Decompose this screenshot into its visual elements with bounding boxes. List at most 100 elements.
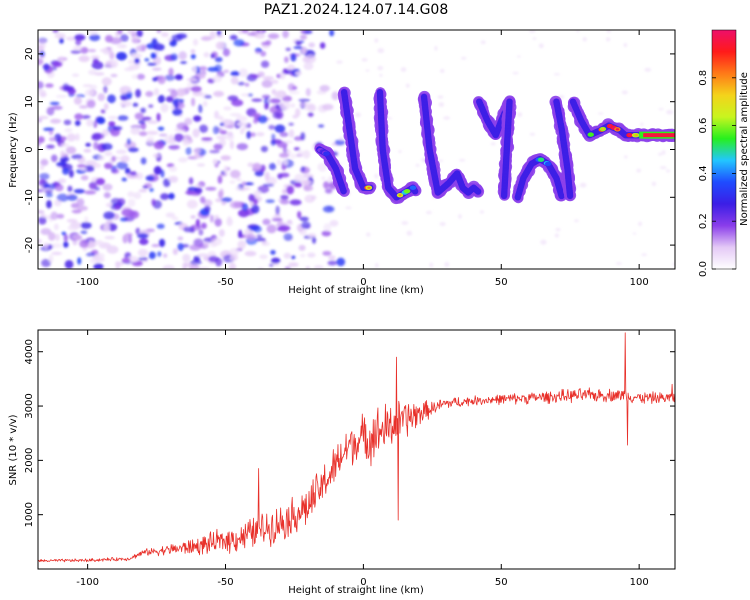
noise-blob xyxy=(280,194,289,201)
noise-blob xyxy=(638,221,642,227)
noise-blob xyxy=(239,128,245,135)
noise-blob xyxy=(60,150,65,159)
noise-blob xyxy=(116,161,128,170)
noise-blob xyxy=(251,98,263,102)
noise-blob xyxy=(156,30,162,34)
noise-blob xyxy=(70,202,80,209)
noise-blob xyxy=(658,152,663,156)
noise-blob xyxy=(198,124,208,133)
noise-blob xyxy=(245,234,257,241)
noise-blob xyxy=(196,253,209,258)
noise-blob xyxy=(51,243,63,249)
noise-blob xyxy=(236,122,248,127)
x-tick-label: -50 xyxy=(217,577,233,588)
noise-blob xyxy=(579,182,587,188)
noise-blob xyxy=(75,38,82,46)
noise-blob xyxy=(86,119,94,127)
noise-blob xyxy=(167,175,174,182)
noise-blob xyxy=(279,199,290,205)
noise-blob xyxy=(221,202,227,206)
noise-blob xyxy=(74,113,84,120)
noise-blob xyxy=(269,163,277,171)
noise-blob xyxy=(175,33,188,39)
noise-blob xyxy=(213,143,223,150)
noise-blob xyxy=(71,154,83,160)
noise-blob xyxy=(247,162,255,167)
noise-blob xyxy=(160,169,165,178)
noise-blob xyxy=(188,177,194,185)
noise-blob xyxy=(458,214,462,219)
noise-blob xyxy=(529,30,536,33)
noise-blob xyxy=(40,158,49,166)
noise-blob xyxy=(281,222,294,226)
noise-blob xyxy=(98,155,105,161)
noise-blob xyxy=(40,259,52,268)
snr-series-line xyxy=(38,332,675,563)
noise-blob xyxy=(339,136,344,141)
noise-blob xyxy=(300,221,311,230)
noise-blob xyxy=(127,191,135,198)
noise-blob xyxy=(236,177,242,182)
noise-blob xyxy=(193,148,202,154)
noise-blob xyxy=(288,129,295,138)
noise-blob xyxy=(196,163,206,167)
noise-blob xyxy=(212,75,222,83)
noise-blob xyxy=(151,198,156,206)
noise-blob xyxy=(228,262,237,269)
snr-x-axis: -100 -50 0 50 100 xyxy=(76,330,649,588)
noise-blob xyxy=(131,35,139,44)
noise-blob xyxy=(84,216,89,224)
noise-blob xyxy=(440,68,445,73)
noise-blob xyxy=(278,224,291,232)
spectrogram-tracks xyxy=(314,86,675,205)
noise-blob xyxy=(241,186,251,191)
noise-blob xyxy=(80,222,92,229)
noise-blob xyxy=(138,256,148,261)
noise-blob xyxy=(140,107,146,114)
noise-blob xyxy=(429,262,434,268)
track-hotspot xyxy=(627,134,632,137)
noise-blob xyxy=(269,98,281,104)
noise-blob xyxy=(87,48,97,53)
noise-blob xyxy=(78,55,90,63)
noise-blob xyxy=(666,169,671,173)
noise-blob xyxy=(138,189,148,193)
noise-blob xyxy=(194,183,204,188)
noise-blob xyxy=(336,257,346,267)
noise-blob xyxy=(162,264,175,269)
noise-blob xyxy=(303,62,314,71)
noise-blob xyxy=(621,90,628,95)
noise-blob xyxy=(68,169,74,178)
noise-blob xyxy=(255,50,261,55)
noise-blob xyxy=(48,137,57,142)
noise-blob xyxy=(374,173,379,179)
noise-blob xyxy=(119,100,132,107)
noise-blob xyxy=(63,234,69,242)
noise-blob xyxy=(137,233,149,239)
colorbar-tick-label: 0.4 xyxy=(698,165,709,181)
noise-blob xyxy=(84,165,95,172)
noise-blob xyxy=(190,86,202,93)
noise-blob xyxy=(51,251,63,256)
noise-blob xyxy=(421,160,426,163)
noise-blob xyxy=(119,43,127,49)
noise-blob xyxy=(67,225,79,231)
noise-blob xyxy=(329,219,339,227)
noise-blob xyxy=(104,34,113,43)
track-hotspot xyxy=(323,151,330,156)
noise-blob xyxy=(230,169,241,179)
noise-blob xyxy=(307,252,316,258)
noise-blob xyxy=(132,102,139,107)
noise-blob xyxy=(46,200,52,209)
y-tick-label: -20 xyxy=(24,237,35,253)
track-hotspot xyxy=(615,128,619,131)
noise-blob xyxy=(256,234,263,238)
noise-blob xyxy=(64,128,73,133)
noise-blob xyxy=(218,229,225,237)
noise-blob xyxy=(297,150,304,158)
track-blob xyxy=(474,188,482,195)
noise-blob xyxy=(115,261,121,269)
noise-blob xyxy=(120,155,130,163)
noise-blob xyxy=(261,94,271,99)
